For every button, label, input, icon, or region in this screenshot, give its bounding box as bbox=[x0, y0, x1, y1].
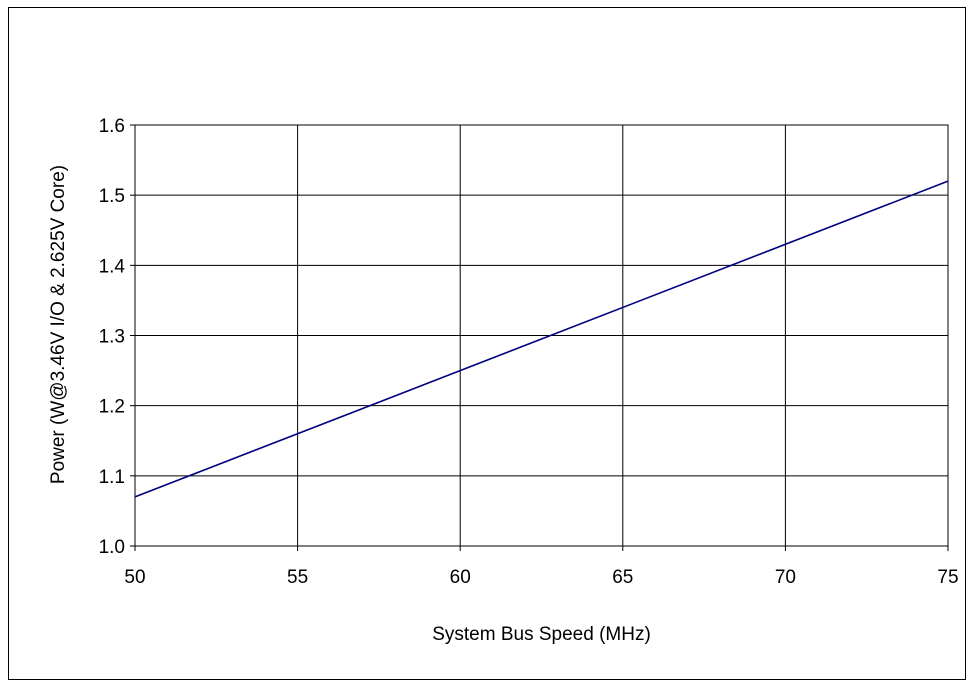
x-tick-label: 50 bbox=[124, 567, 145, 588]
x-tick-label: 65 bbox=[612, 567, 633, 588]
y-tick-label: 1.6 bbox=[99, 116, 125, 137]
x-tick-label: 60 bbox=[450, 567, 471, 588]
series-lines bbox=[134, 180, 949, 498]
chart-frame bbox=[8, 7, 966, 680]
y-tick-label: 1.2 bbox=[99, 397, 125, 418]
x-tick-label: 70 bbox=[775, 567, 796, 588]
grid-lines bbox=[134, 124, 949, 547]
series-line bbox=[134, 180, 949, 498]
y-tick-labels: 1.0 1.1 1.2 1.3 1.4 1.5 1.6 bbox=[99, 116, 135, 558]
x-tick-labels: 50 55 60 65 70 75 bbox=[124, 546, 959, 588]
y-tick-label: 1.1 bbox=[99, 467, 125, 488]
x-tick-label: 55 bbox=[287, 567, 308, 588]
y-tick-label: 1.5 bbox=[99, 186, 125, 207]
y-tick-label: 1.0 bbox=[99, 537, 125, 558]
y-axis-title: Power (W@3.46V I/O & 2.625V Core) bbox=[48, 165, 69, 484]
x-tick-label: 75 bbox=[937, 567, 958, 588]
y-tick-label: 1.4 bbox=[99, 256, 126, 277]
y-tick-label: 1.3 bbox=[99, 327, 125, 348]
x-axis-title: System Bus Speed (MHz) bbox=[432, 624, 651, 645]
